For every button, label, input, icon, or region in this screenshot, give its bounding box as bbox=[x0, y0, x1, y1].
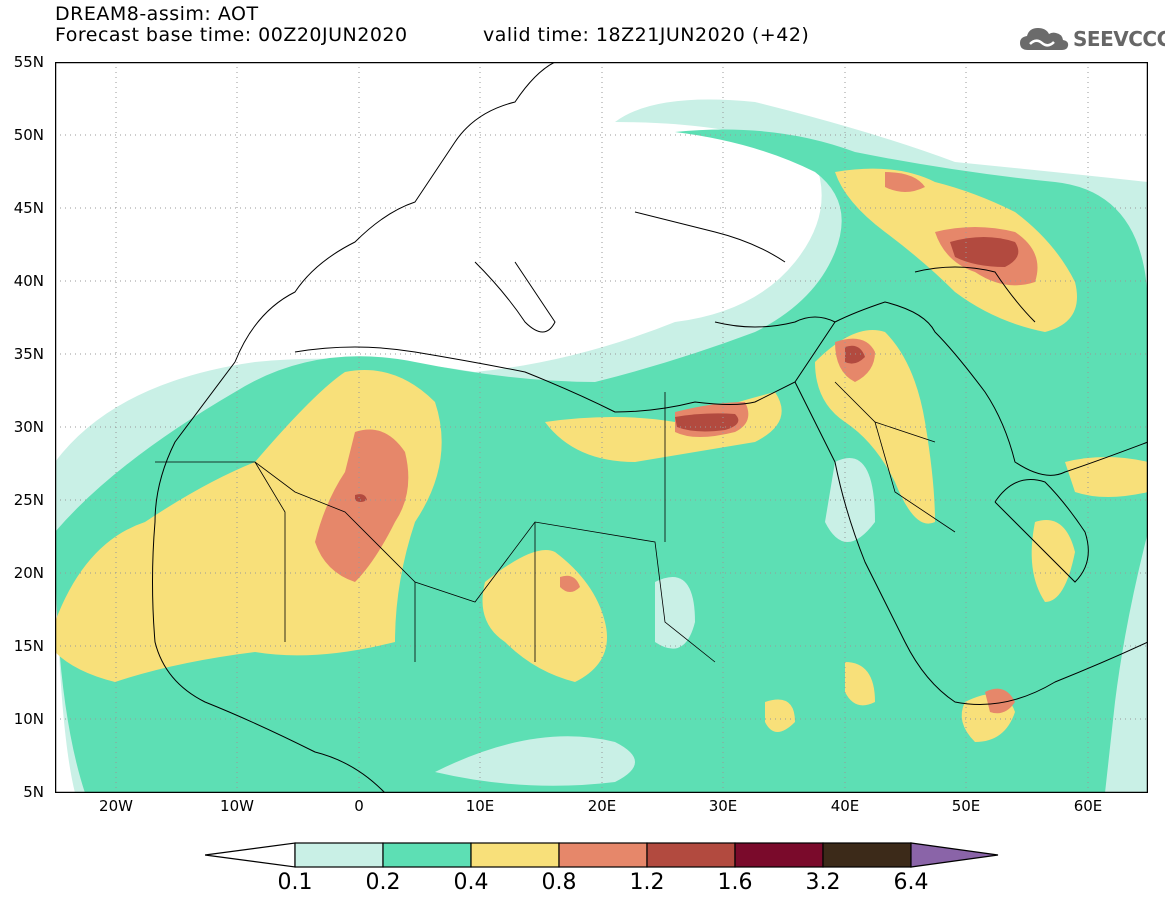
lat-label: 15N bbox=[13, 637, 44, 655]
base-time-line: Forecast base time: 00Z20JUN2020 bbox=[55, 24, 408, 46]
lon-label: 30E bbox=[708, 797, 738, 815]
lat-label: 30N bbox=[13, 418, 44, 436]
colorbar-label: 3.2 bbox=[805, 870, 841, 895]
seevccc-logo: SEEVCCC bbox=[1018, 24, 1165, 54]
lon-label: 10E bbox=[465, 797, 495, 815]
colorbar-label: 0.8 bbox=[541, 870, 577, 895]
title-line: DREAM8-assim: AOT bbox=[55, 3, 259, 25]
colorbar-label: 1.2 bbox=[629, 870, 665, 895]
lon-label: 20W bbox=[99, 797, 133, 815]
lon-label: 20E bbox=[587, 797, 617, 815]
colorbar-label: 6.4 bbox=[893, 870, 929, 895]
map-header: DREAM8-assim: AOT Forecast base time: 00… bbox=[55, 3, 809, 46]
cloud-logo-icon bbox=[1020, 28, 1069, 50]
valid-time-line: valid time: 18Z21JUN2020 (+42) bbox=[483, 24, 810, 46]
lat-label: 50N bbox=[13, 126, 44, 144]
lat-label: 5N bbox=[23, 783, 44, 801]
colorbar-label: 1.6 bbox=[717, 870, 753, 895]
map-area bbox=[55, 62, 1148, 793]
aot-map bbox=[55, 62, 1148, 793]
lon-label: 10W bbox=[220, 797, 254, 815]
lat-label: 45N bbox=[13, 199, 44, 217]
colorbar-segment bbox=[205, 842, 296, 868]
lat-label: 35N bbox=[13, 345, 44, 363]
lon-label: 40E bbox=[830, 797, 860, 815]
borders bbox=[155, 381, 956, 663]
colorbar-segment bbox=[558, 842, 648, 868]
lat-label: 40N bbox=[13, 272, 44, 290]
colorbar-segment bbox=[294, 842, 384, 868]
lon-label: 0 bbox=[354, 797, 364, 815]
logo-text: SEEVCCC bbox=[1073, 27, 1165, 51]
colorbar-segment bbox=[646, 842, 736, 868]
lat-label: 20N bbox=[13, 564, 44, 582]
colorbar-segment bbox=[734, 842, 824, 868]
lat-label: 25N bbox=[13, 491, 44, 509]
colorbar-labels: 0.1 0.2 0.4 0.8 1.2 1.6 3.2 6.4 bbox=[0, 870, 1165, 900]
lat-label: 10N bbox=[13, 710, 44, 728]
colorbar-label: 0.2 bbox=[365, 870, 401, 895]
lon-label: 50E bbox=[951, 797, 981, 815]
colorbar-label: 0.1 bbox=[277, 870, 313, 895]
colorbar-segment bbox=[470, 842, 560, 868]
colorbar-segment bbox=[382, 842, 472, 868]
colorbar-segment bbox=[910, 842, 999, 868]
lon-label: 60E bbox=[1073, 797, 1103, 815]
coastlines bbox=[152, 62, 1148, 793]
graticule bbox=[55, 62, 1148, 793]
colorbar-label: 0.4 bbox=[453, 870, 489, 895]
colorbar-segment bbox=[822, 842, 912, 868]
colorbar bbox=[205, 842, 999, 868]
lat-label: 55N bbox=[13, 53, 44, 71]
